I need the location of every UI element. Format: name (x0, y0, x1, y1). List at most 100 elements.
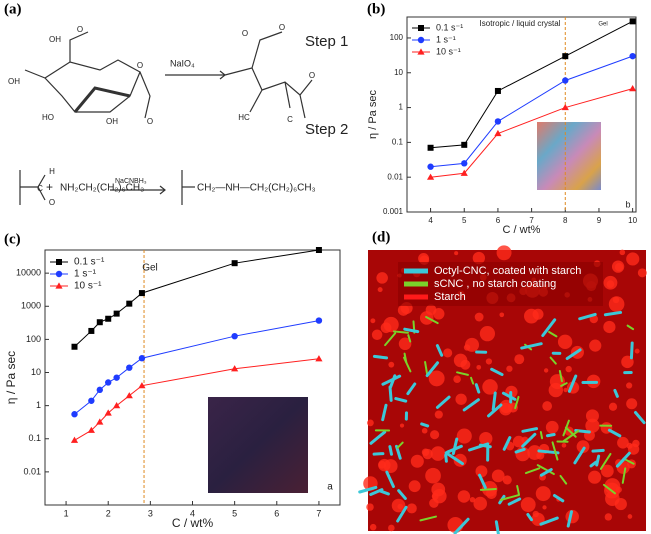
atom-label: O (242, 29, 248, 38)
starch-blob (626, 398, 638, 410)
marker (105, 315, 112, 322)
starch-blob (604, 513, 612, 521)
marker (96, 319, 103, 326)
annotation: b (625, 199, 630, 209)
starch-blob (561, 443, 567, 448)
starch-blob (576, 440, 590, 453)
starch-blob (608, 296, 625, 312)
atom-label: OH (49, 35, 61, 44)
rod (396, 505, 408, 523)
y-tick-label: 10 (394, 68, 403, 77)
starch-blob (430, 446, 446, 461)
starch-blob (425, 467, 441, 484)
starch-blob (455, 393, 467, 405)
rod (539, 468, 553, 477)
plus: + (46, 180, 53, 194)
rod (595, 454, 601, 467)
atom-label: HO (42, 113, 54, 122)
panel-label: (a) (4, 1, 22, 17)
starch-blob (474, 312, 484, 322)
marker (427, 144, 434, 151)
rod (490, 367, 504, 377)
starch-blob (543, 368, 549, 373)
legend-label: Octyl-CNC, coated with starch (434, 265, 581, 277)
rod (520, 342, 543, 350)
rod (487, 403, 503, 418)
legend-marker (55, 270, 63, 278)
starch-blob (548, 382, 564, 398)
rod (419, 515, 437, 522)
marker (629, 52, 636, 60)
rod (589, 460, 598, 468)
rod (478, 473, 487, 489)
marker (96, 418, 104, 425)
marker (315, 247, 322, 253)
starch-blob (588, 470, 602, 484)
marker (70, 436, 79, 443)
rod (425, 315, 439, 325)
atom-label: O (137, 61, 143, 70)
rod (420, 422, 430, 428)
marker (562, 53, 569, 60)
x-tick-label: 6 (496, 216, 501, 225)
starch-blob (457, 490, 471, 503)
inset-image (208, 397, 308, 493)
marker (460, 169, 468, 176)
rod (501, 391, 517, 401)
starch-blob (367, 419, 374, 427)
marker (138, 382, 146, 389)
legend-marker (55, 282, 63, 289)
product: CH₂—NH—CH₂(CH₂)₆CH₃ (197, 183, 316, 194)
y-tick-label: 10000 (16, 268, 41, 278)
rod (549, 356, 557, 365)
panel-label: (d) (372, 229, 390, 245)
marker (113, 374, 120, 381)
starch-blob (432, 488, 447, 504)
rod (444, 451, 464, 466)
marker (315, 355, 323, 362)
starch-blob (603, 320, 616, 334)
rod (381, 403, 388, 422)
marker (138, 290, 145, 297)
rod (514, 447, 526, 454)
step-label: Step 1 (305, 33, 348, 50)
marker (88, 397, 95, 404)
rod (621, 467, 627, 484)
legend-label: sCNC , no starch coating (434, 278, 556, 290)
legend-marker (417, 48, 425, 55)
rod (603, 310, 623, 317)
starch-blob (482, 379, 498, 395)
rod (407, 334, 412, 343)
y-tick-label: 0.001 (383, 207, 404, 216)
rod (502, 436, 512, 451)
legend-marker (417, 36, 425, 44)
starch-blob (542, 401, 553, 411)
starch-blob (499, 312, 505, 318)
y-axis-label: η / Pa sec (367, 90, 379, 139)
rod (499, 494, 520, 501)
marker (494, 129, 502, 137)
starch-blob (463, 344, 471, 351)
rod (381, 374, 402, 386)
rod (521, 432, 537, 448)
starch-blob (634, 348, 640, 354)
rod (394, 397, 408, 403)
rod (396, 441, 404, 449)
marker (125, 392, 133, 399)
rod (494, 520, 500, 534)
atom-label: OH (8, 77, 20, 86)
starch-blob (383, 459, 398, 474)
starch-blob (469, 497, 476, 503)
starch-blob (434, 410, 443, 419)
marker (71, 343, 78, 350)
rod (425, 361, 440, 378)
rod (562, 429, 580, 443)
series-line (430, 55, 633, 168)
starch-blob (378, 460, 387, 469)
starch-blob (398, 337, 412, 351)
rod (626, 324, 635, 331)
starch-blob (606, 280, 615, 288)
starch-blob (453, 375, 461, 384)
starch-blob (514, 354, 525, 365)
